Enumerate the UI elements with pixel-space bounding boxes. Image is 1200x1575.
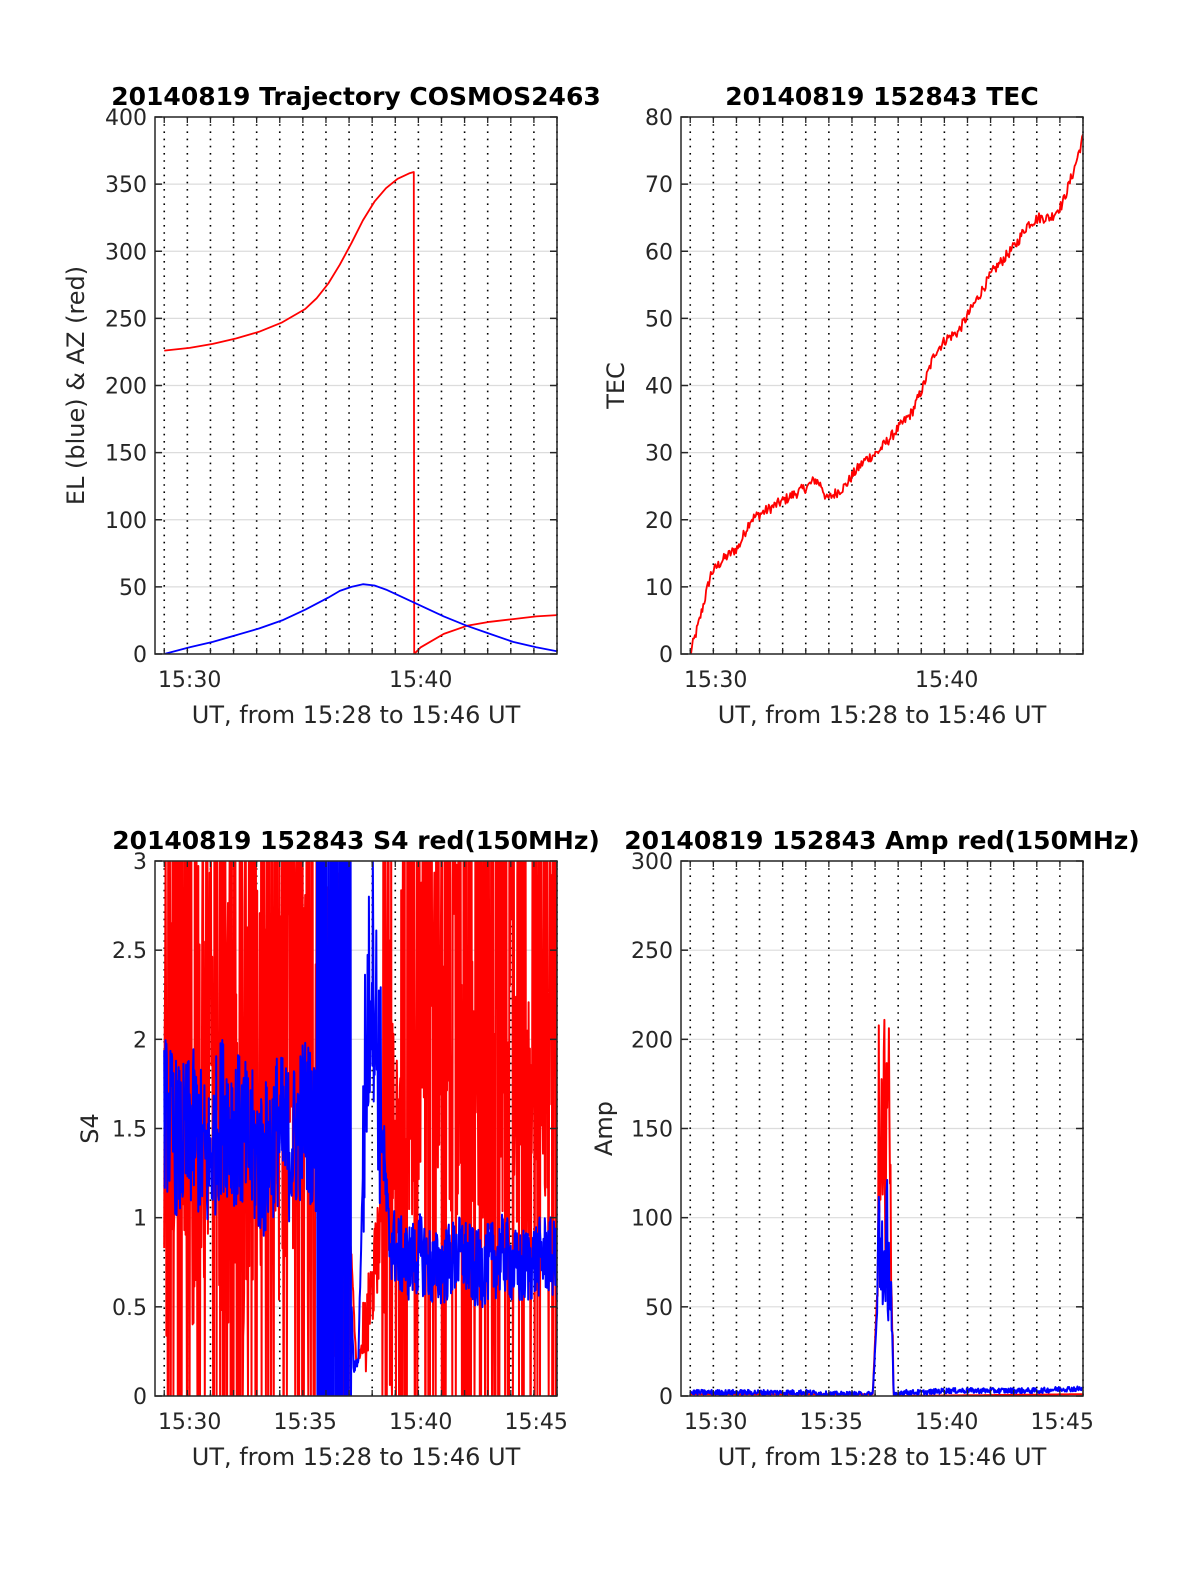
y-tick-label: 0 [133,1385,147,1410]
y-tick-label: 150 [631,1118,673,1143]
y-tick-label: 0.5 [112,1296,147,1321]
series-line-red [164,171,557,654]
x-tick-label: 15:40 [389,1410,452,1435]
x-axis-label: UT, from 15:28 to 15:46 UT [718,701,1047,729]
x-tick-label: 15:40 [389,668,452,693]
x-tick-label: 15:45 [1031,1410,1094,1435]
y-tick-label: 10 [645,576,673,601]
x-axis-label: UT, from 15:28 to 15:46 UT [718,1443,1047,1471]
x-tick-label: 15:30 [158,668,221,693]
y-tick-label: 3 [133,850,147,875]
y-tick-label: 50 [119,576,147,601]
x-tick-label: 15:40 [915,668,978,693]
y-tick-label: 0 [659,1385,673,1410]
panel-title: 20140819 Trajectory COSMOS2463 [111,82,601,111]
x-tick-label: 15:35 [799,1410,862,1435]
series-line-red [163,861,557,1396]
plot-area [689,1018,1083,1396]
panel-amp: 0 50 100 150 200 250 300 15:30 15:35 15:40 15:45 20… [590,826,1140,1471]
y-tick-label: 100 [105,509,147,534]
series-line-blue [689,1179,1083,1396]
x-tick-label: 15:45 [505,1410,568,1435]
panel-trajectory: 0 50 100 150 200 250 300 350 400 15:30 15:40 201408… [62,82,601,729]
y-tick-label: 1.5 [112,1118,147,1143]
x-tick-label: 15:40 [915,1410,978,1435]
x-axis-label: UT, from 15:28 to 15:46 UT [192,1443,521,1471]
y-tick-label: 2.5 [112,939,147,964]
y-tick-label: 100 [631,1207,673,1232]
series-line-blue [163,861,557,1396]
y-tick-label: 0 [133,643,147,668]
plot-area [163,861,557,1396]
x-axis-label: UT, from 15:28 to 15:46 UT [192,701,521,729]
y-tick-label: 70 [645,173,673,198]
y-tick-label: 350 [105,173,147,198]
y-tick-label: 20 [645,509,673,534]
x-tick-label: 15:30 [684,668,747,693]
x-tick-label: 15:35 [273,1410,336,1435]
panel-s4: 0 0.5 1 1.5 2 2.5 3 15:30 15:35 15:40 15:45 2014081… [76,826,600,1471]
y-tick-label: 30 [645,442,673,467]
y-tick-label: 150 [105,442,147,467]
y-tick-label: 300 [631,850,673,875]
x-tick-label: 15:30 [684,1410,747,1435]
y-tick-label: 40 [645,375,673,400]
y-tick-label: 200 [631,1028,673,1053]
y-axis-label: TEC [602,362,630,410]
series-line-blue [163,583,557,654]
y-tick-label: 400 [105,106,147,131]
y-axis-label: EL (blue) & AZ (red) [62,266,90,505]
y-tick-label: 50 [645,307,673,332]
panel-tec: 0 10 20 30 40 50 60 70 80 15:30 15:40 20140819 1528… [602,82,1084,729]
y-tick-label: 200 [105,375,147,400]
y-tick-label: 250 [631,939,673,964]
y-axis-label: S4 [76,1113,104,1144]
y-tick-label: 1 [133,1207,147,1232]
y-axis-label: Amp [590,1101,618,1156]
panel-title: 20140819 152843 TEC [725,82,1038,111]
y-tick-label: 250 [105,307,147,332]
y-tick-label: 2 [133,1028,147,1053]
y-tick-label: 60 [645,240,673,265]
panel-title: 20140819 152843 S4 red(150MHz) [112,826,600,855]
series-line-red [689,134,1083,654]
y-tick-label: 50 [645,1296,673,1321]
panel-title: 20140819 152843 Amp red(150MHz) [624,826,1140,855]
x-tick-label: 15:30 [158,1410,221,1435]
plot-area [163,171,557,654]
plot-area [689,134,1083,654]
y-tick-label: 0 [659,643,673,668]
y-tick-label: 300 [105,240,147,265]
y-tick-label: 80 [645,106,673,131]
